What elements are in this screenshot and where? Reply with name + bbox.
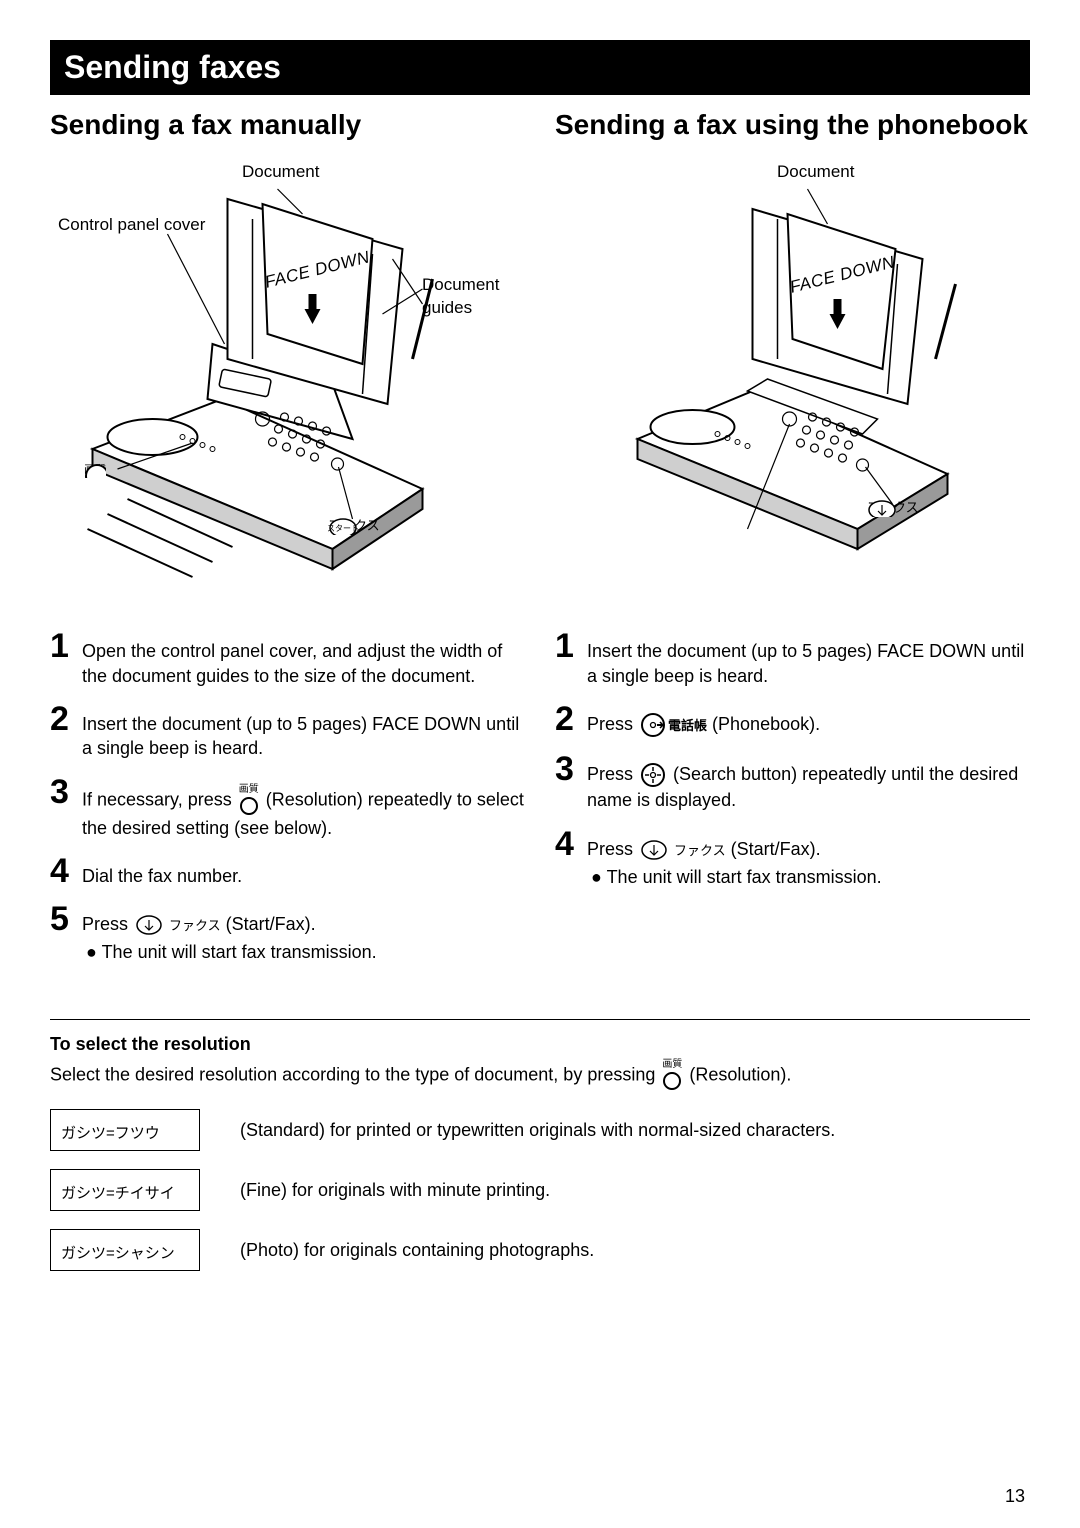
- resolution-display-box: ガシツ=チイサイ: [50, 1169, 200, 1211]
- two-column-layout: Sending a fax manually: [50, 109, 1030, 979]
- startfax-button-icon: [640, 839, 672, 861]
- resolution-description: (Standard) for printed or typewritten or…: [240, 1118, 835, 1142]
- left-heading: Sending a fax manually: [50, 109, 525, 141]
- step-number: 3: [50, 775, 74, 809]
- step-item: 4 Dial the fax number.: [50, 854, 525, 888]
- resolution-row: ガシツ=シャシン (Photo) for originals containin…: [50, 1229, 1030, 1271]
- step-item: 4 Press ファクス (Start/Fax). ● The unit wil…: [555, 827, 1030, 890]
- svg-text:スタート: スタート: [328, 524, 359, 533]
- left-column: Sending a fax manually: [50, 109, 525, 979]
- step-bullet: ● The unit will start fax transmission.: [82, 940, 377, 964]
- resolution-intro: Select the desired resolution according …: [50, 1060, 1030, 1091]
- step-item: 3 If necessary, press 画質 (Resolution) re…: [50, 775, 525, 840]
- page-number: 13: [1005, 1484, 1025, 1508]
- step-item: 3 Press (Search button) repeatedly until…: [555, 752, 1030, 813]
- label-document: Document: [242, 161, 319, 184]
- right-diagram: Document FACE DOWN ファクス: [555, 159, 1030, 589]
- separator-line: [50, 1019, 1030, 1020]
- startfax-button-callout-right: ファクス: [867, 499, 919, 517]
- section-title: Sending faxes: [64, 49, 281, 85]
- step-number: 5: [50, 902, 74, 936]
- resolution-display-box: ガシツ=フツウ: [50, 1109, 200, 1151]
- resolution-button-icon: 画質: [662, 1060, 682, 1091]
- step-number: 2: [50, 702, 74, 736]
- resolution-display-box: ガシツ=シャシン: [50, 1229, 200, 1271]
- step-text: Insert the document (up to 5 pages) FACE…: [82, 702, 525, 761]
- left-steps: 1 Open the control panel cover, and adju…: [50, 629, 525, 964]
- step-text: Open the control panel cover, and adjust…: [82, 629, 525, 688]
- step-text: Dial the fax number.: [82, 854, 242, 888]
- resolution-section: To select the resolution Select the desi…: [50, 1032, 1030, 1271]
- left-diagram: Document Control panel cover Document gu…: [50, 159, 525, 589]
- step-text: Press ファクス (Start/Fax). ● The unit will …: [587, 827, 882, 890]
- resolution-description: (Photo) for originals containing photogr…: [240, 1238, 594, 1262]
- resolution-button-callout: 画質: [84, 463, 106, 478]
- label-document-right: Document: [777, 161, 854, 184]
- startfax-button-icon: [135, 914, 167, 936]
- label-doc-guides: Document guides: [422, 274, 499, 320]
- step-text: Insert the document (up to 5 pages) FACE…: [587, 629, 1030, 688]
- right-heading: Sending a fax using the phonebook: [555, 109, 1030, 141]
- step-number: 1: [555, 629, 579, 663]
- phonebook-button-icon: [640, 712, 666, 738]
- resolution-button-icon: 画質: [239, 785, 259, 816]
- step-text: Press (Search button) repeatedly until t…: [587, 752, 1030, 813]
- fax-device-illustration-right: [555, 159, 1030, 589]
- step-bullet: ● The unit will start fax transmission.: [587, 865, 882, 889]
- right-steps: 1 Insert the document (up to 5 pages) FA…: [555, 629, 1030, 889]
- step-item: 1 Open the control panel cover, and adju…: [50, 629, 525, 688]
- resolution-description: (Fine) for originals with minute printin…: [240, 1178, 550, 1202]
- step-number: 3: [555, 752, 579, 786]
- step-number: 1: [50, 629, 74, 663]
- step-item: 5 Press ファクス (Start/Fax). ● The unit wil…: [50, 902, 525, 965]
- step-item: 1 Insert the document (up to 5 pages) FA…: [555, 629, 1030, 688]
- step-number: 4: [555, 827, 579, 861]
- search-button-icon: [640, 762, 666, 788]
- step-number: 2: [555, 702, 579, 736]
- step-item: 2 Press 電話帳 (Phonebook).: [555, 702, 1030, 738]
- step-text: If necessary, press 画質 (Resolution) repe…: [82, 775, 525, 840]
- label-control-cover: Control panel cover: [58, 214, 205, 237]
- step-item: 2 Insert the document (up to 5 pages) FA…: [50, 702, 525, 761]
- resolution-row: ガシツ=チイサイ (Fine) for originals with minut…: [50, 1169, 1030, 1211]
- step-text: Press 電話帳 (Phonebook).: [587, 702, 820, 738]
- section-title-bar: Sending faxes: [50, 40, 1030, 95]
- right-column: Sending a fax using the phonebook: [555, 109, 1030, 979]
- startfax-button-callout: スタート ファクス: [328, 517, 380, 535]
- step-text: Press ファクス (Start/Fax). ● The unit will …: [82, 902, 377, 965]
- step-number: 4: [50, 854, 74, 888]
- resolution-title: To select the resolution: [50, 1032, 1030, 1056]
- resolution-row: ガシツ=フツウ (Standard) for printed or typewr…: [50, 1109, 1030, 1151]
